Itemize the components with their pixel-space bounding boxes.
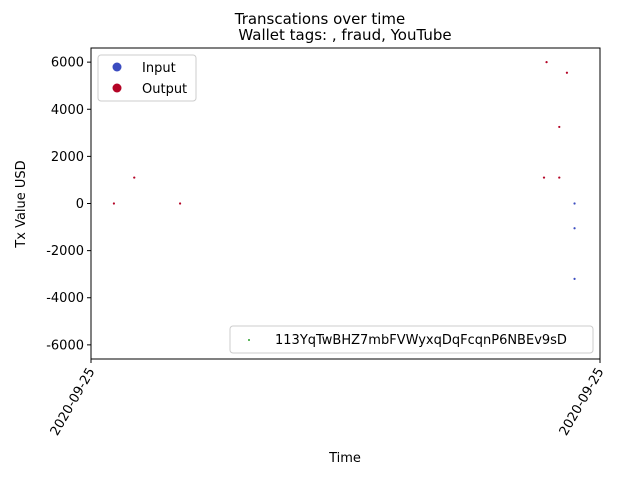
plot-area xyxy=(112,61,576,280)
y-tick-label: 6000 xyxy=(51,56,84,71)
output-point xyxy=(112,202,116,205)
legend-series-box xyxy=(97,54,197,102)
legend-series: Input Output xyxy=(97,54,197,102)
input-point xyxy=(573,202,576,205)
chart-title: Transcations over time xyxy=(234,10,406,28)
input-marker xyxy=(112,62,122,72)
output-point xyxy=(565,71,569,74)
y-tick-label: -4000 xyxy=(46,291,84,306)
output-point xyxy=(178,202,182,205)
legend-wallet-box xyxy=(229,325,594,354)
output-point xyxy=(133,176,136,179)
output-point xyxy=(545,61,548,64)
output-point xyxy=(542,176,546,179)
y-tick-label: 0 xyxy=(76,197,84,212)
y-tick-label: -2000 xyxy=(46,244,84,259)
input-point xyxy=(573,277,576,280)
y-axis: -6000 -4000 -2000 0 2000 4000 6000 xyxy=(46,56,91,353)
output-point xyxy=(558,176,561,179)
y-tick-label: 4000 xyxy=(51,103,84,118)
x-axis-label: Time xyxy=(328,451,361,466)
y-tick-label: 2000 xyxy=(51,150,84,165)
chart-subtitle: Wallet tags: , fraud, YouTube xyxy=(238,26,451,44)
y-axis-label: Tx Value USD xyxy=(14,160,29,248)
legend-label-wallet: 113YqTwBHZ7mbFVWyxqDqFcqnP6NBEv9sD xyxy=(275,333,567,348)
wallet-marker xyxy=(248,339,250,341)
y-tick-label: -6000 xyxy=(46,338,84,353)
input-point xyxy=(573,227,576,230)
output-point xyxy=(558,125,561,129)
legend-label-output: Output xyxy=(142,82,187,97)
legend-label-input: Input xyxy=(142,61,176,76)
output-marker xyxy=(112,83,122,93)
legend-wallet: 113YqTwBHZ7mbFVWyxqDqFcqnP6NBEv9sD xyxy=(229,325,594,354)
